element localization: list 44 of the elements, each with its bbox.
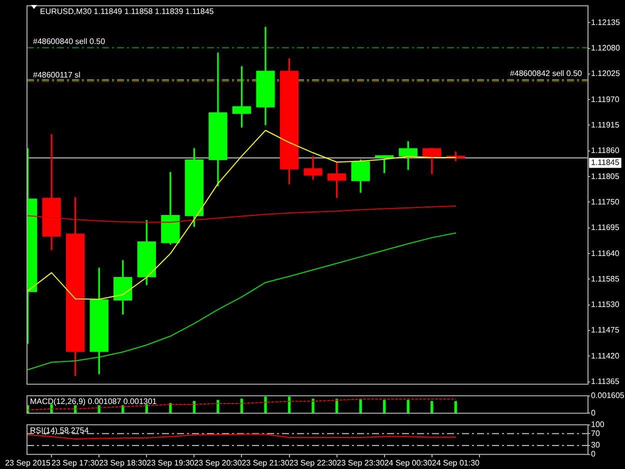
y-tick-label: 0	[591, 408, 596, 418]
y-tick-label: 1.11475	[591, 326, 620, 335]
y-tick-label: 1.11695	[591, 223, 620, 232]
bar	[264, 396, 267, 414]
chart-title: EURUSD,M30 1.11849 1.11858 1.11839 1.11845	[40, 7, 214, 16]
y-tick-label: 1.11420	[591, 351, 620, 360]
y-tick-label: 1.12080	[591, 43, 620, 52]
bar	[216, 400, 220, 414]
bar	[50, 404, 53, 414]
chart-title: RSI(14) 58.2754	[30, 426, 90, 436]
y-tick-label: 1.11750	[591, 197, 620, 206]
y-tick-label: 0.001605	[591, 391, 625, 400]
x-tick-label: 23 Sep 17:30	[52, 458, 100, 468]
ref-line-label: #48600842 sell 0.50	[510, 69, 583, 78]
x-tick-label: 23 Sep 22:30	[289, 458, 338, 468]
ref-line-label: #48600840 sell 0.50	[33, 36, 106, 46]
ref-line-label: #48600117 sl	[33, 70, 81, 80]
y-tick-label: 1.11640	[591, 248, 620, 258]
line-series	[27, 398, 456, 410]
y-tick-label: 1.11365	[591, 377, 620, 386]
y-tick-label: 1.11970	[591, 94, 620, 104]
x-tick-label: 23 Sep 21:30	[242, 458, 290, 468]
y-tick-label: 0	[591, 450, 596, 459]
y-tick-label: 100	[591, 420, 605, 430]
bar	[312, 398, 314, 414]
chart-title: MACD(12,26,9) 0.001087 0.001301	[30, 397, 158, 406]
y-tick-label: 1.11805	[591, 172, 620, 181]
y-tick-label: 1.11530	[591, 300, 620, 310]
x-tick-label: 24 Sep 00:30	[384, 458, 432, 468]
bar	[454, 401, 458, 414]
x-tick-label: 24 Sep 01:30	[432, 458, 480, 468]
x-tick-label: 23 Sep 2015	[5, 458, 52, 468]
y-tick-label: 70	[591, 428, 600, 438]
x-tick-label: 23 Sep 23:30	[336, 458, 385, 468]
x-tick-label: 23 Sep 18:30	[99, 458, 148, 468]
x-tick-label: 23 Sep 20:30	[194, 458, 242, 468]
y-tick-label: 30	[591, 440, 600, 450]
ref-line-label: 1.11845	[591, 158, 620, 168]
y-tick-label: 1.11585	[591, 274, 620, 284]
y-tick-label: 1.12135	[591, 18, 620, 27]
x-tick-label: 23 Sep 19:30	[146, 458, 195, 468]
y-tick-label: 1.12025	[591, 69, 620, 78]
y-tick-label: 1.11860	[591, 146, 620, 156]
y-tick-label: 1.11915	[591, 120, 620, 130]
